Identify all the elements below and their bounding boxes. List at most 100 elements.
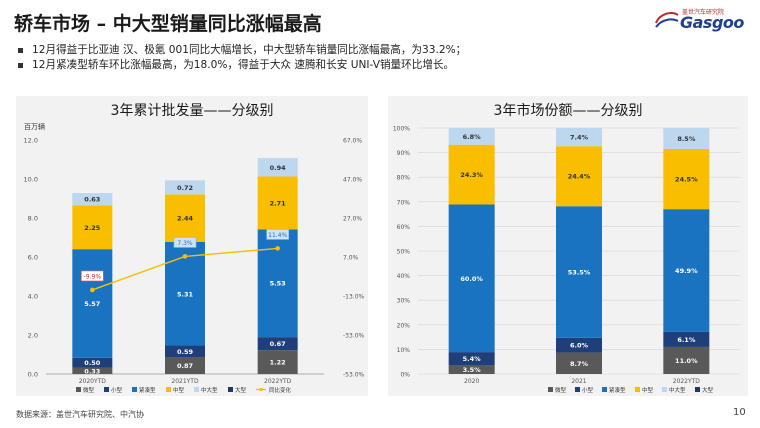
bar-segment-small xyxy=(165,345,205,358)
legend-swatch xyxy=(662,387,667,392)
bar-segment-midsize xyxy=(257,176,298,230)
share-segment-midsize xyxy=(448,144,495,205)
bar-value-label: 1.22 xyxy=(270,359,286,367)
y-tick-label: 4.0 xyxy=(28,293,38,301)
share-value-label: 8.5% xyxy=(677,135,696,143)
yoy-value-label: 7.3% xyxy=(177,240,193,247)
page-number: 10 xyxy=(733,407,746,418)
market-share-panel: 3年市场份额——分级别 0% 10% 20% 30% 40% 50% 60% 70% 80% 90… xyxy=(388,96,748,396)
y-tick-label: 50% xyxy=(397,249,411,256)
share-value-label: 6.1% xyxy=(677,336,696,344)
share-value-label: 5.4% xyxy=(463,355,482,363)
bar-segment-midsize xyxy=(72,205,113,250)
yoy-label-box xyxy=(266,229,289,240)
share-segment-small xyxy=(448,352,495,366)
share-value-label: 7.4% xyxy=(570,134,589,142)
share-value-label: 8.7% xyxy=(570,360,589,368)
legend-label: 微型 xyxy=(555,386,567,394)
y-tick-label: 0% xyxy=(400,372,410,379)
y2-tick-label: -13.0% xyxy=(343,294,365,301)
share-segment-small xyxy=(663,331,710,347)
share-value-label: 53.5% xyxy=(568,269,591,277)
bar-segment-compact xyxy=(72,249,113,358)
bullet-item: 12月紧凑型轿车环比涨幅最高，为18.0%，得益于大众 速腾和长安 UNI-V销… xyxy=(16,58,466,73)
bar-segment-large-mid xyxy=(165,180,205,195)
legend-swatch xyxy=(575,387,580,392)
bar-segment-compact xyxy=(165,241,205,346)
y-tick-label: 80% xyxy=(397,175,411,182)
bar-segment-large-mid xyxy=(257,158,298,177)
bar-value-label: 2.25 xyxy=(84,224,101,232)
share-value-label: 24.3% xyxy=(460,171,483,179)
share-segment-micro xyxy=(448,365,495,374)
logo-subtitle: 盖世汽车研究院 xyxy=(682,9,725,16)
legend-swatch xyxy=(104,387,109,392)
y-axis-unit: 百万辆 xyxy=(24,122,45,131)
legend-label: 中型 xyxy=(173,386,185,394)
share-segment-micro xyxy=(663,346,710,374)
share-value-label: 24.5% xyxy=(675,176,698,184)
y-tick-label: 100% xyxy=(393,126,410,133)
share-value-label: 24.4% xyxy=(568,173,591,181)
summary-bullets: 12月得益于比亚迪 汉、极氪 001同比大幅增长，中大型轿车销量同比涨幅最高，为… xyxy=(16,43,466,72)
bullet-square-icon xyxy=(18,48,23,53)
yoy-value-label: 11.4% xyxy=(268,232,287,239)
y-tick-label: 90% xyxy=(397,150,411,157)
y2-tick-label: 67.0% xyxy=(343,138,362,145)
bar-value-label: 0.72 xyxy=(177,184,193,192)
bullet-text: 12月得益于比亚迪 汉、极氪 001同比大幅增长，中大型轿车销量同比涨幅最高，为… xyxy=(32,44,467,56)
legend-label: 大型 xyxy=(235,386,247,394)
market-share-chart: 0% 10% 20% 30% 40% 50% 60% 70% 80% 90% 100% 3.5% 5.4… xyxy=(393,126,740,394)
share-segment-midsize xyxy=(556,146,602,207)
bar-value-label: 0.63 xyxy=(84,196,100,204)
logo-swirl-icon xyxy=(655,12,679,28)
bar-segment-micro xyxy=(165,357,205,374)
cumulative-volume-chart: 百万辆 0.0 2.0 4.0 6.0 8.0 10.0 12.0 -53.0% -33.0% -1… xyxy=(24,122,365,394)
bar-segment-micro xyxy=(257,350,298,374)
share-segment-large-mid xyxy=(556,128,602,147)
y2-tick-label: -33.0% xyxy=(343,333,365,340)
legend-swatch xyxy=(132,387,137,392)
legend-label: 紧凑型 xyxy=(609,386,626,394)
legend-label: 中型 xyxy=(642,386,654,394)
share-value-label: 6.8% xyxy=(463,133,482,141)
legend-label: 微型 xyxy=(83,386,95,394)
legend-label: 中大型 xyxy=(201,386,218,394)
share-segment-compact xyxy=(556,206,602,338)
bar-segment-small xyxy=(257,337,298,351)
bar-value-label: 0.94 xyxy=(270,164,287,172)
legend-swatch xyxy=(228,387,233,392)
y-tick-label: 6.0 xyxy=(28,254,38,262)
yoy-label-box xyxy=(173,237,197,248)
bullet-item: 12月得益于比亚迪 汉、极氪 001同比大幅增长，中大型轿车销量同比涨幅最高，为… xyxy=(16,43,466,58)
share-segment-compact xyxy=(663,209,710,332)
yoy-label-box xyxy=(81,270,104,282)
y-tick-label: 12.0 xyxy=(24,137,38,145)
share-segment-compact xyxy=(448,204,495,353)
legend-label: 同比变化 xyxy=(269,386,292,394)
y-tick-label: 8.0 xyxy=(28,215,38,223)
y-tick-label: 10% xyxy=(397,347,411,354)
legend-swatch xyxy=(76,387,81,392)
share-value-label: 6.0% xyxy=(570,342,589,350)
bar-value-label: 5.57 xyxy=(84,300,100,308)
bar-value-label: 0.87 xyxy=(177,362,193,370)
x-tick-label: 2021 xyxy=(571,378,586,385)
legend-label: 中大型 xyxy=(669,386,686,394)
page-title: 轿车市场 – 中大型销量同比涨幅最高 xyxy=(14,13,322,35)
x-tick-label: 2022YTD xyxy=(264,378,292,385)
bar-value-label: 0.33 xyxy=(84,367,100,375)
chart-title: 3年累计批发量——分级别 xyxy=(110,103,274,119)
gasgoo-logo: 盖世汽车研究院 Gasgoo xyxy=(654,7,744,33)
legend-swatch xyxy=(635,387,640,392)
bar-value-label: 5.53 xyxy=(270,280,286,288)
bar-value-label: 0.59 xyxy=(177,348,194,356)
bullet-text: 12月紧凑型轿车环比涨幅最高，为18.0%，得益于大众 速腾和长安 UNI-V销… xyxy=(32,58,455,71)
legend-swatch xyxy=(695,387,700,392)
legend-swatch xyxy=(548,387,553,392)
yoy-value-label: -9.9% xyxy=(84,273,102,280)
share-segment-midsize xyxy=(663,148,710,210)
x-tick-label: 2021YTD xyxy=(171,378,199,385)
cumulative-volume-panel: 3年累计批发量——分级别 百万辆 0.0 2.0 4.0 6.0 8.0 10.0 12.0 -… xyxy=(16,96,368,396)
legend-line-marker xyxy=(259,387,263,392)
